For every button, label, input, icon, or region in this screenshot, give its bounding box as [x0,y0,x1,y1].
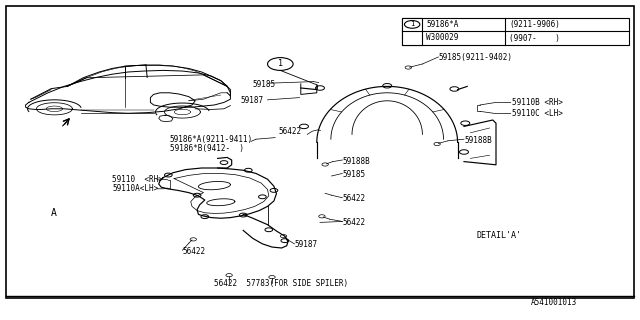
Text: 56422: 56422 [342,194,365,203]
Text: 59110A<LH>: 59110A<LH> [112,184,158,193]
Text: 59110  <RH>: 59110 <RH> [112,175,163,184]
Text: (9907-    ): (9907- ) [509,34,560,43]
Text: 59186*A: 59186*A [426,20,459,29]
Text: 59185(9211-9402): 59185(9211-9402) [438,53,513,62]
Text: DETAIL'A': DETAIL'A' [477,231,522,240]
Text: 1: 1 [278,60,283,68]
Text: 59110C <LH>: 59110C <LH> [512,109,563,118]
Text: 59187: 59187 [240,96,263,105]
Text: A541001013: A541001013 [531,298,577,307]
Text: 59187: 59187 [294,240,317,249]
Text: 1: 1 [410,21,414,28]
Text: W300029: W300029 [426,34,459,43]
Text: 59186*B(9412-  ): 59186*B(9412- ) [170,144,244,153]
Text: 59185: 59185 [253,80,276,89]
Text: 56422: 56422 [342,218,365,227]
Text: 59110B <RH>: 59110B <RH> [512,98,563,107]
Text: 56422: 56422 [182,247,205,256]
Text: 56422  57783(FOR SIDE SPILER): 56422 57783(FOR SIDE SPILER) [214,279,349,288]
Bar [402,18,422,45]
Text: 59185: 59185 [342,170,365,179]
Text: 59186*A(9211-9411): 59186*A(9211-9411) [170,135,253,144]
Text: 56422: 56422 [278,127,301,136]
Text: 59188B: 59188B [342,157,370,166]
Text: (9211-9906): (9211-9906) [509,20,560,29]
Text: A: A [51,208,57,218]
Text: 59188B: 59188B [464,136,492,145]
Bar [402,18,629,45]
